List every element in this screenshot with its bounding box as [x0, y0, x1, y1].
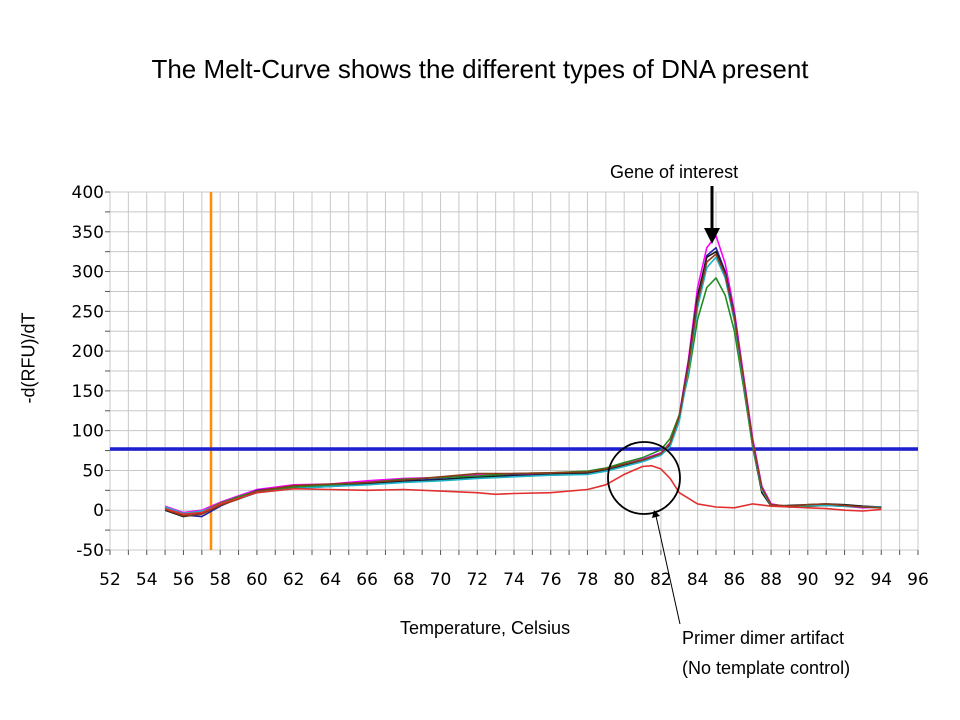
x-tick-label: 62 [283, 570, 305, 590]
x-tick-label: 80 [613, 570, 635, 590]
dimer-pointer-head [652, 510, 660, 518]
x-tick-label: 56 [173, 570, 195, 590]
x-tick-label: 96 [907, 570, 929, 590]
x-tick-label: 82 [650, 570, 672, 590]
x-tick-label: 74 [503, 570, 525, 590]
x-axis-label: Temperature, Celsius [400, 618, 571, 638]
x-tick-label: 78 [577, 570, 599, 590]
x-tick-label: 68 [393, 570, 415, 590]
gene-of-interest-label: Gene of interest [610, 162, 739, 182]
y-tick-label: 100 [72, 422, 104, 442]
melt-curves [164, 235, 882, 518]
y-tick-label: 250 [72, 302, 104, 322]
x-tick-label: 54 [136, 570, 158, 590]
dimer-pointer-line [655, 515, 681, 625]
y-tick-label: 150 [72, 382, 104, 402]
x-tick-label: 66 [356, 570, 378, 590]
y-tick-label: 300 [72, 263, 104, 283]
y-tick-label: 50 [82, 461, 104, 481]
y-axis-label: -d(RFU)/dT [18, 312, 39, 404]
x-tick-label: 88 [760, 570, 782, 590]
x-tick-labels: 52 54 56 58 60 62 64 66 68 70 72 74 76 78 80 82 84 86 88 90… [99, 570, 929, 590]
no-template-control-label: (No template control) [682, 658, 851, 678]
x-tick-label: 94 [870, 570, 892, 590]
x-tick-label: 84 [687, 570, 709, 590]
x-tick-label: 52 [99, 570, 121, 590]
x-tick-label: 70 [430, 570, 452, 590]
y-tick-label: 200 [72, 342, 104, 362]
slide-title: The Melt-Curve shows the different types… [151, 54, 809, 84]
x-tick-label: 76 [540, 570, 562, 590]
y-tick-label: 400 [72, 183, 104, 203]
x-tick-label: 64 [320, 570, 342, 590]
x-tick-label: 72 [466, 570, 488, 590]
grid-lines [105, 191, 919, 555]
y-tick-label: -50 [76, 541, 104, 561]
y-tick-label: 350 [72, 223, 104, 243]
y-tick-labels: 400 350 300 250 200 150 100 50 0 -50 [72, 183, 104, 561]
x-tick-label: 92 [834, 570, 856, 590]
primer-dimer-circle [607, 441, 681, 515]
gene-arrow-head [704, 228, 720, 244]
x-tick-label: 90 [797, 570, 819, 590]
melt-curve-series-7 [164, 464, 882, 516]
x-tick-label: 86 [724, 570, 746, 590]
melt-curve-series-6 [164, 253, 882, 517]
x-tick-label: 58 [209, 570, 231, 590]
primer-dimer-label: Primer dimer artifact [682, 628, 845, 648]
y-tick-label: 0 [93, 501, 104, 521]
x-tick-label: 60 [246, 570, 268, 590]
